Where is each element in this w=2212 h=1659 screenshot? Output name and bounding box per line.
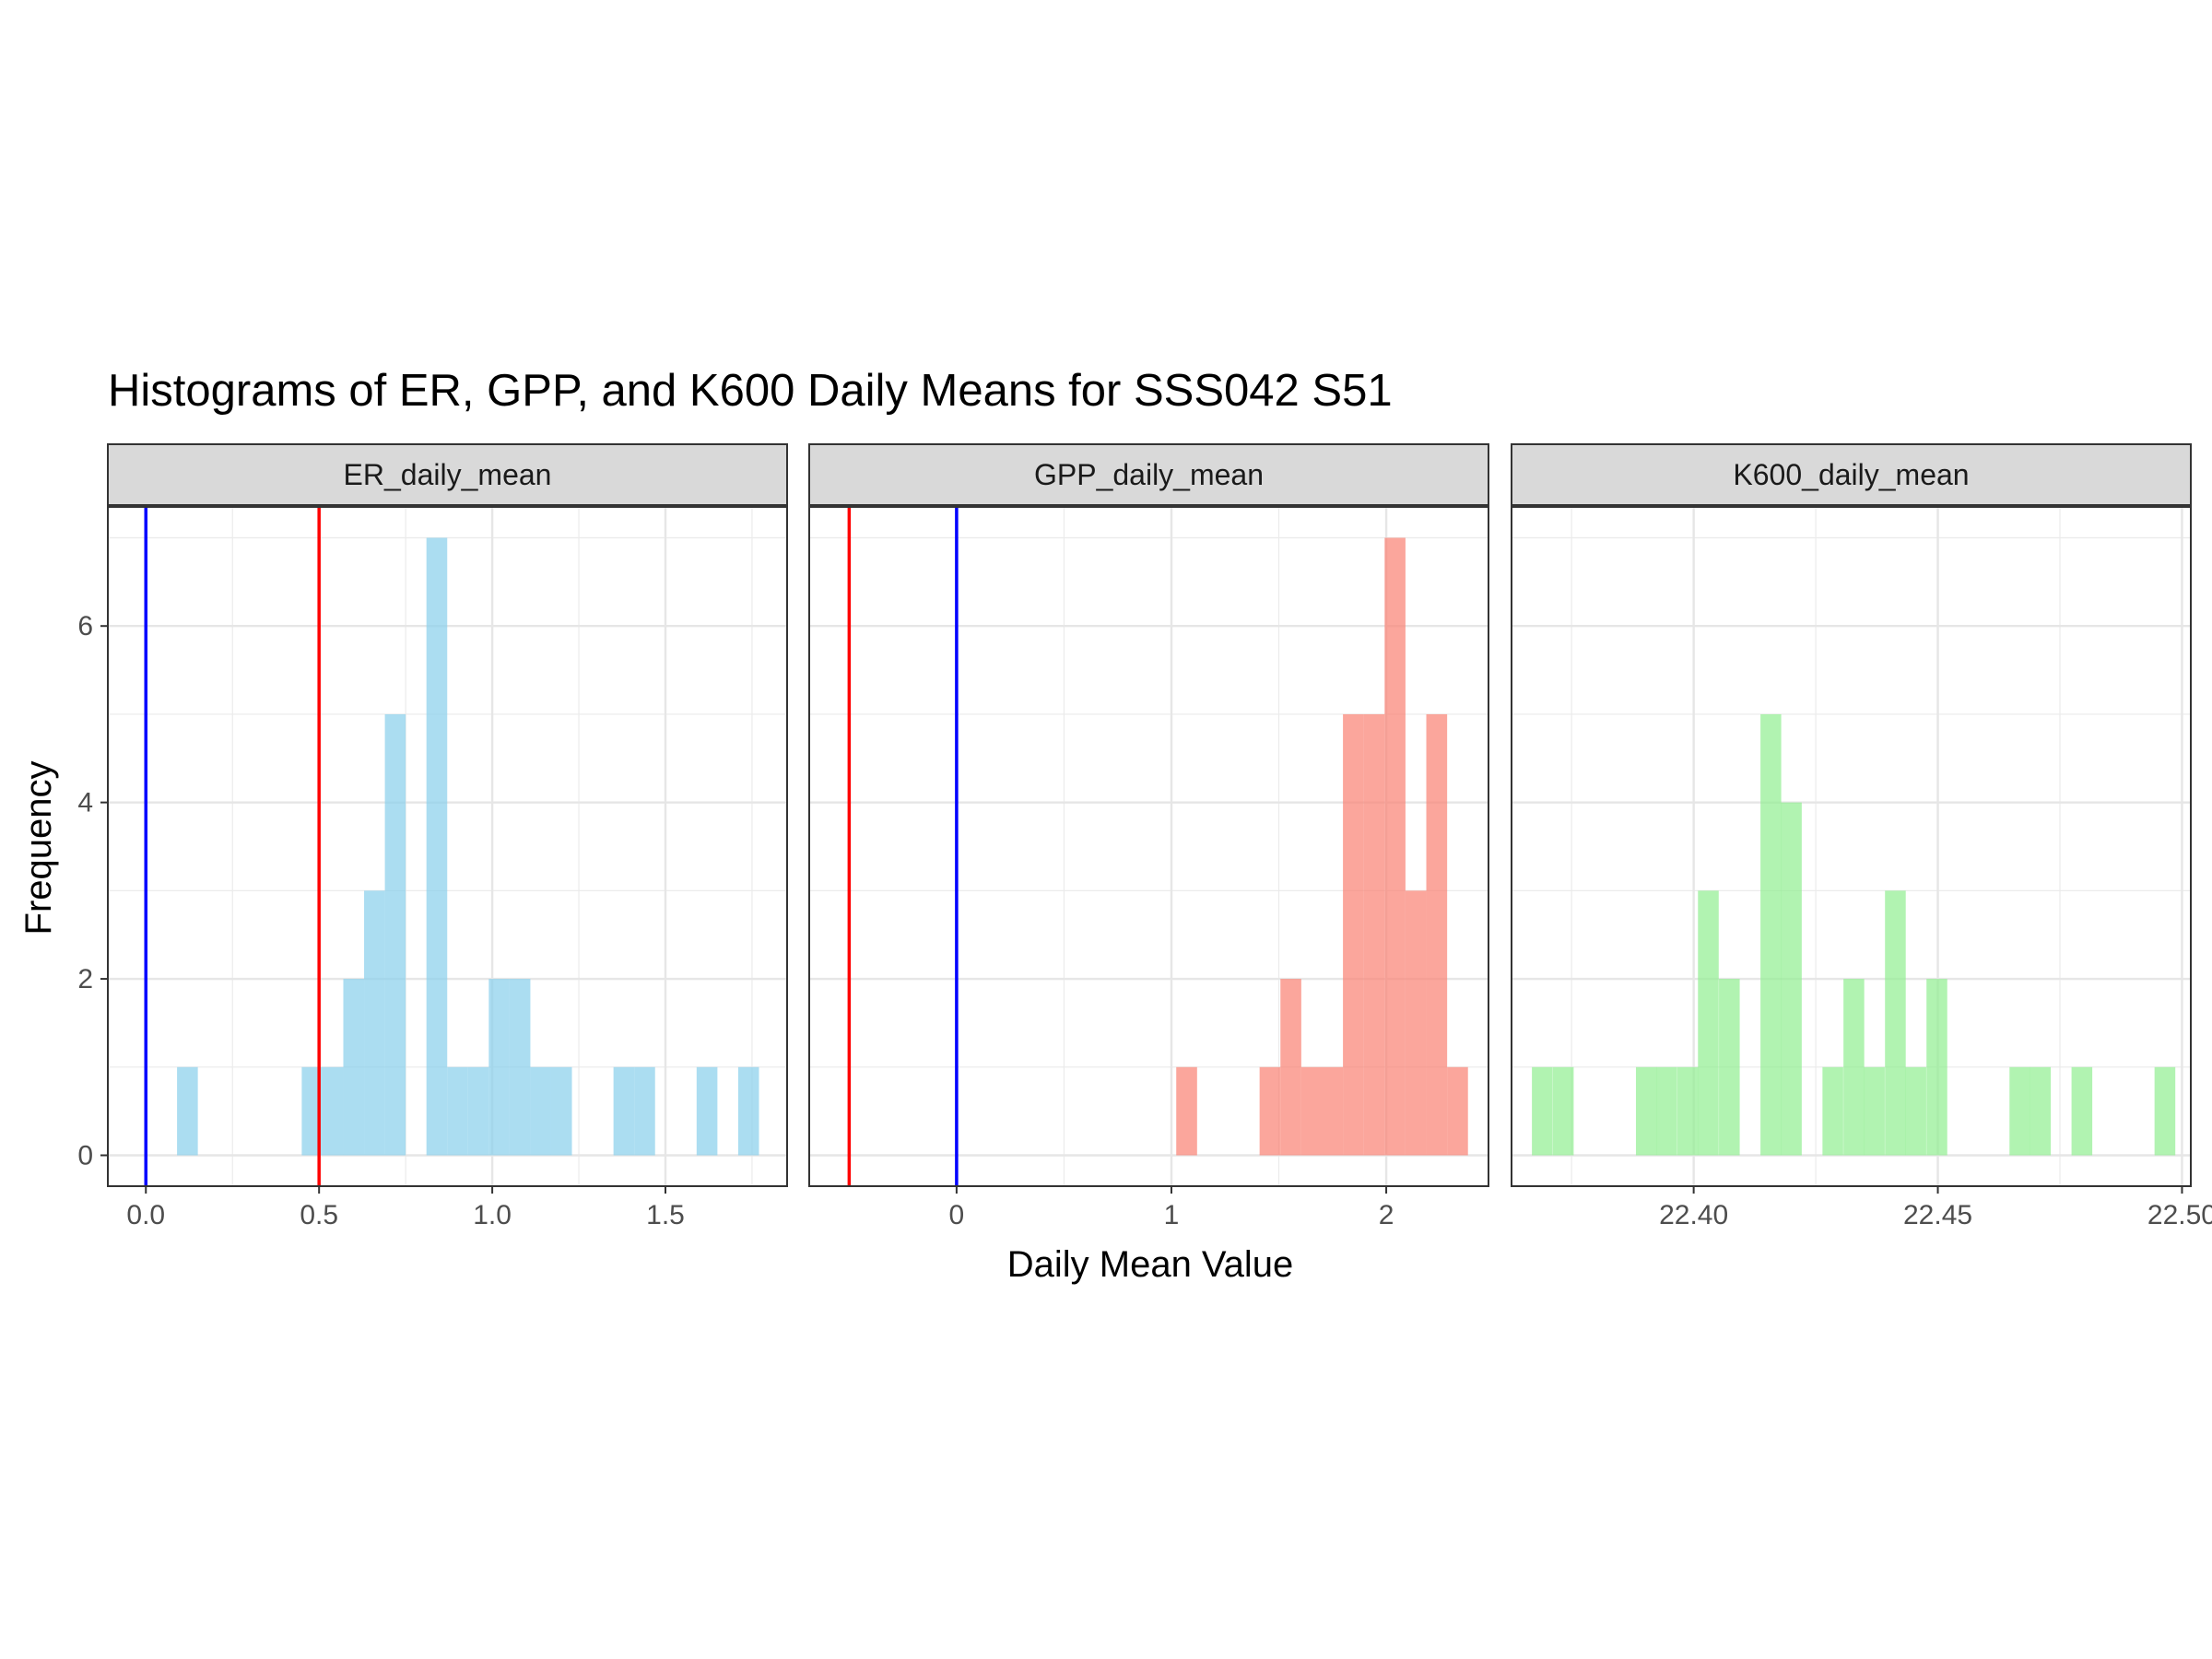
histogram-bar bbox=[1384, 537, 1406, 1156]
panel-K600_daily_mean: K600_daily_mean 22.40 22.45 22.50 bbox=[1511, 443, 2212, 1230]
x-tick-label: 1.0 bbox=[473, 1200, 512, 1230]
histogram-bar bbox=[343, 979, 365, 1156]
histogram-bar bbox=[1363, 713, 1385, 1156]
panel-GPP_daily_mean: GPP_daily_mean 0 1 2 bbox=[808, 443, 1489, 1230]
x-tick-label: 0.5 bbox=[300, 1200, 338, 1230]
histogram-bar bbox=[1343, 713, 1364, 1156]
y-tick-label: 4 bbox=[77, 788, 93, 818]
histogram-bar bbox=[1926, 979, 1947, 1156]
histogram-bar bbox=[1426, 713, 1448, 1156]
histogram-bar bbox=[426, 537, 448, 1156]
histogram-bar bbox=[696, 1066, 718, 1156]
x-axis-title: Daily Mean Value bbox=[1007, 1244, 1294, 1285]
histogram-bar bbox=[2154, 1066, 2176, 1156]
facet-strip bbox=[1511, 443, 2192, 506]
x-tick-label: 22.45 bbox=[1903, 1200, 1972, 1230]
histogram-bar bbox=[1552, 1066, 1574, 1156]
y-axis-title: Frequency bbox=[18, 761, 59, 935]
x-tick-label: 22.40 bbox=[1659, 1200, 1728, 1230]
histogram-bar bbox=[1719, 979, 1740, 1156]
histogram-bar bbox=[1781, 802, 1802, 1156]
histogram-bar bbox=[1677, 1066, 1699, 1156]
histogram-bar bbox=[384, 713, 406, 1156]
histogram-bar bbox=[467, 1066, 489, 1156]
histogram-bar bbox=[1822, 1066, 1843, 1156]
facet-strip bbox=[107, 443, 788, 506]
x-tick-label: 2 bbox=[1379, 1200, 1394, 1230]
histogram-bar bbox=[2009, 1066, 2030, 1156]
panel-border bbox=[808, 506, 1489, 1187]
histogram-bar bbox=[1532, 1066, 1553, 1156]
histogram-bar bbox=[530, 1066, 551, 1156]
histogram-bar bbox=[634, 1066, 655, 1156]
facet-strip-label: K600_daily_mean bbox=[1733, 458, 1969, 491]
x-tick-label: 22.50 bbox=[2147, 1200, 2212, 1230]
histogram-bar bbox=[1259, 1066, 1281, 1156]
histogram-bar bbox=[1635, 1066, 1657, 1156]
histogram-bar bbox=[1447, 1066, 1468, 1156]
histogram-bar bbox=[2071, 1066, 2093, 1156]
histogram-bar bbox=[322, 1066, 344, 1156]
histogram-bar bbox=[2030, 1066, 2052, 1156]
y-tick-label: 0 bbox=[77, 1141, 93, 1171]
x-tick-label: 1.5 bbox=[646, 1200, 685, 1230]
y-axis: 0 2 4 6 bbox=[77, 611, 108, 1171]
panel-border bbox=[1511, 506, 2192, 1187]
histogram-bar bbox=[550, 1066, 572, 1156]
histogram-bar bbox=[1760, 713, 1782, 1156]
histogram-bar bbox=[737, 1066, 759, 1156]
histogram-bar bbox=[1656, 1066, 1677, 1156]
histogram-bar bbox=[1843, 979, 1865, 1156]
histogram-bar bbox=[1176, 1066, 1197, 1156]
chart-title: Histograms of ER, GPP, and K600 Daily Me… bbox=[108, 366, 1393, 416]
histogram-bar bbox=[1300, 1066, 1323, 1156]
histogram-bar bbox=[1864, 1066, 1885, 1156]
histogram-bar bbox=[1405, 890, 1427, 1156]
histogram-bar bbox=[1905, 1066, 1926, 1156]
x-tick-label: 0 bbox=[949, 1200, 965, 1230]
panels: ER_daily_mean 0.0 0.5 1.0 1.5 GPP_daily_mean 0… bbox=[107, 443, 2212, 1230]
histogram-bar bbox=[447, 1066, 468, 1156]
histogram-bar bbox=[509, 979, 531, 1156]
x-tick-label: 0.0 bbox=[126, 1200, 165, 1230]
histogram-bar bbox=[177, 1066, 198, 1156]
facet-strip-label: GPP_daily_mean bbox=[1034, 458, 1264, 491]
histogram-bar bbox=[301, 1066, 323, 1156]
panel-ER_daily_mean: ER_daily_mean 0.0 0.5 1.0 1.5 bbox=[107, 443, 788, 1230]
histogram-bar bbox=[1885, 890, 1906, 1156]
y-tick-label: 2 bbox=[77, 964, 93, 994]
histogram-bar bbox=[613, 1066, 635, 1156]
facet-strip-label: ER_daily_mean bbox=[344, 458, 552, 491]
panel-border bbox=[107, 506, 788, 1187]
histogram-bar bbox=[1280, 979, 1301, 1156]
histogram-bar bbox=[1698, 890, 1719, 1156]
x-tick-label: 1 bbox=[1164, 1200, 1180, 1230]
histogram-bar bbox=[488, 979, 510, 1156]
y-tick-label: 6 bbox=[77, 611, 93, 641]
histogram-bar bbox=[1322, 1066, 1344, 1156]
histogram-bar bbox=[364, 890, 385, 1156]
facet-strip bbox=[808, 443, 1489, 506]
